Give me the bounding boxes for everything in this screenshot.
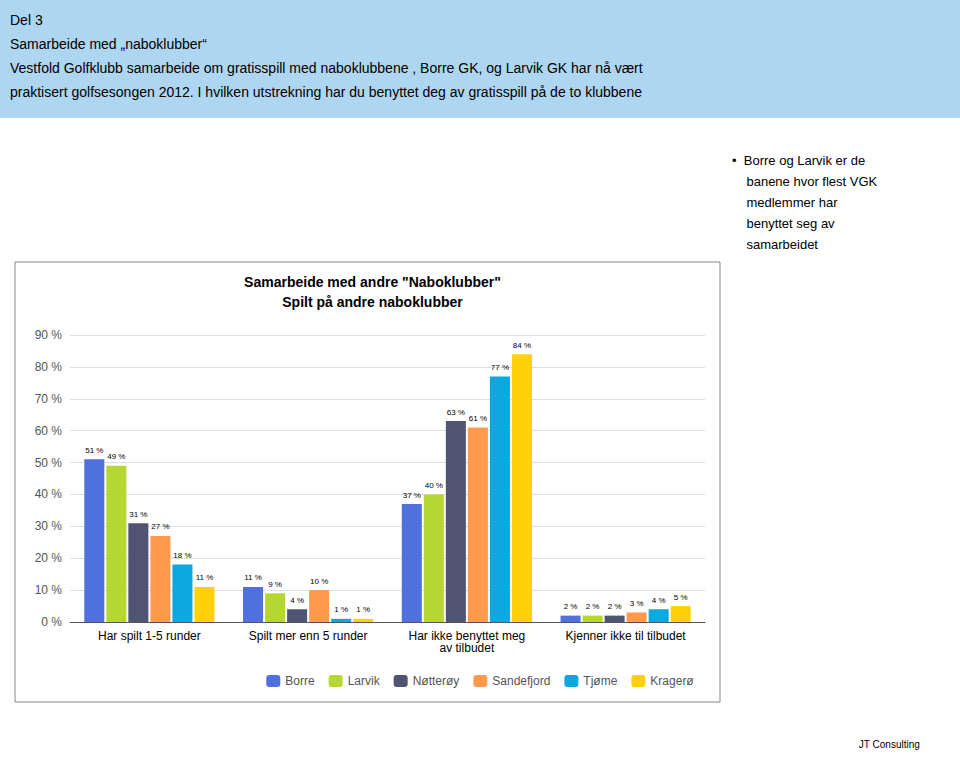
svg-text:Tjøme: Tjøme	[583, 674, 617, 688]
svg-text:Nøtterøy: Nøtterøy	[413, 674, 460, 688]
svg-text:Kragerø: Kragerø	[650, 674, 694, 688]
svg-text:av tilbudet: av tilbudet	[440, 641, 495, 655]
svg-text:Borre: Borre	[285, 674, 315, 688]
svg-text:Vestfold Golfklubb samarbeide: Vestfold Golfklubb samarbeide om gratiss…	[10, 60, 643, 76]
svg-text:banene hvor flest VGK: banene hvor flest VGK	[732, 174, 878, 189]
svg-text:Del 3: Del 3	[10, 12, 43, 28]
svg-text:31 %: 31 %	[129, 510, 147, 519]
svg-text:18 %: 18 %	[173, 551, 191, 560]
svg-text:27 %: 27 %	[151, 522, 169, 531]
svg-text:20 %: 20 %	[35, 551, 63, 565]
svg-text:30 %: 30 %	[35, 519, 63, 533]
svg-text:Spilt på andre naboklubber: Spilt på andre naboklubber	[282, 294, 463, 310]
svg-text:2 %: 2 %	[586, 602, 600, 611]
svg-text:80 %: 80 %	[35, 360, 63, 374]
svg-text:0 %: 0 %	[41, 615, 62, 629]
svg-text:90 %: 90 %	[35, 328, 63, 342]
svg-text:60 %: 60 %	[35, 424, 63, 438]
svg-text:50 %: 50 %	[35, 456, 63, 470]
svg-text:49 %: 49 %	[107, 452, 125, 461]
svg-text:70 %: 70 %	[35, 392, 63, 406]
svg-text:Samarbeide med „naboklubber“: Samarbeide med „naboklubber“	[10, 36, 207, 52]
svg-text:1 %: 1 %	[334, 605, 348, 614]
svg-text:Samarbeide med andre "Naboklub: Samarbeide med andre "Naboklubber"	[244, 274, 501, 290]
svg-text:11 %: 11 %	[244, 573, 262, 582]
svg-text:Kjenner ikke til tilbudet: Kjenner ikke til tilbudet	[566, 629, 687, 643]
svg-text:40 %: 40 %	[35, 487, 63, 501]
svg-text:4 %: 4 %	[652, 596, 666, 605]
svg-text:praktisert golfsesongen 2012.: praktisert golfsesongen 2012. I hvilken …	[10, 84, 642, 100]
svg-text:Sandefjord: Sandefjord	[492, 674, 550, 688]
svg-text:2 %: 2 %	[608, 602, 622, 611]
svg-text:51 %: 51 %	[85, 446, 103, 455]
svg-text:4 %: 4 %	[290, 596, 304, 605]
svg-text:11 %: 11 %	[196, 573, 214, 582]
svg-text:9 %: 9 %	[268, 580, 282, 589]
svg-text:40 %: 40 %	[425, 481, 443, 490]
svg-text:37 %: 37 %	[403, 491, 421, 500]
svg-text:medlemmer har: medlemmer har	[732, 195, 838, 210]
svg-text:2 %: 2 %	[564, 602, 578, 611]
svg-text:Har spilt 1-5 runder: Har spilt 1-5 runder	[98, 629, 201, 643]
svg-text:samarbeidet: samarbeidet	[732, 237, 818, 252]
svg-text:10 %: 10 %	[35, 583, 63, 597]
svg-text:Larvik: Larvik	[348, 674, 381, 688]
svg-text:JT Consulting: JT Consulting	[859, 739, 920, 750]
svg-text:84 %: 84 %	[513, 341, 531, 350]
svg-text:benyttet seg av: benyttet seg av	[732, 216, 835, 231]
svg-text:• Borre og Larvik er de: • Borre og Larvik er de	[732, 153, 865, 168]
svg-text:63 %: 63 %	[447, 408, 465, 417]
svg-text:61 %: 61 %	[469, 414, 487, 423]
svg-text:10 %: 10 %	[310, 577, 328, 586]
svg-text:Spilt mer enn 5 runder: Spilt mer enn 5 runder	[249, 629, 368, 643]
svg-text:3 %: 3 %	[630, 599, 644, 608]
svg-text:Har ikke benyttet meg: Har ikke benyttet meg	[408, 629, 526, 643]
svg-text:5 %: 5 %	[674, 593, 688, 602]
svg-text:1 %: 1 %	[356, 605, 370, 614]
svg-text:77 %: 77 %	[491, 363, 509, 372]
